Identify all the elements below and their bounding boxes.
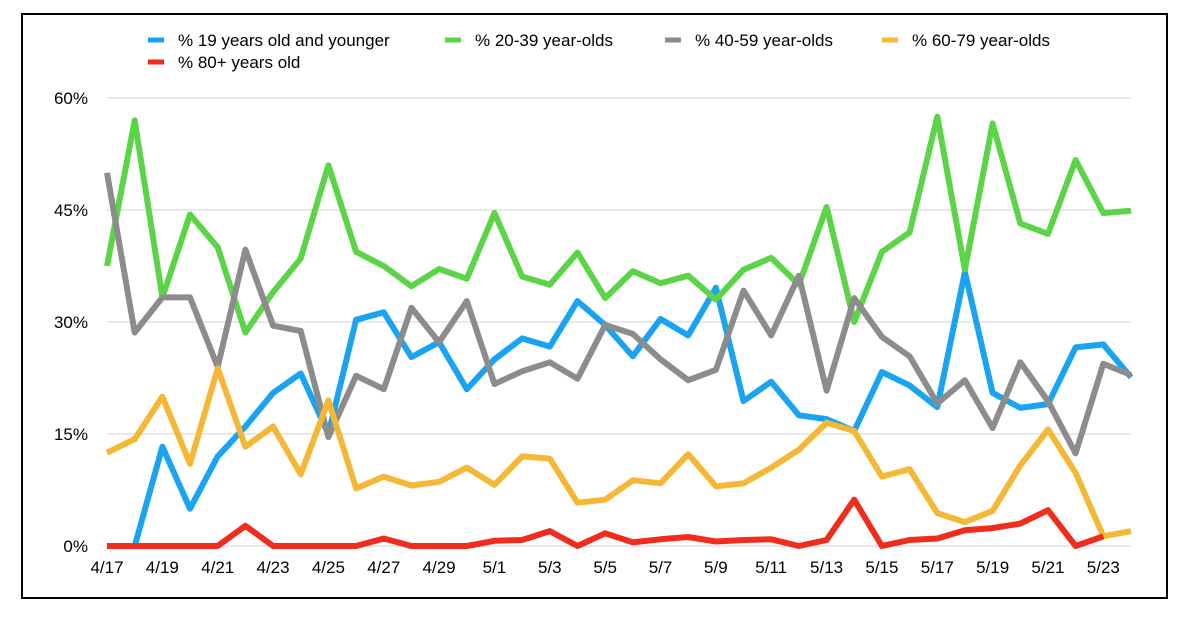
legend-label-2: % 40-59 year-olds [695, 31, 833, 50]
x-axis-tick-labels: 4/17 4/19 4/21 4/23 4/25 4/27 4/29 5/1 5/3 5/5 5/7… [90, 558, 1119, 577]
legend-label-3: % 60-79 year-olds [912, 31, 1050, 50]
y-axis-tick-labels: 0% 15% 30% 45% 60% [54, 89, 88, 556]
y-tick-label: 60% [54, 89, 88, 108]
x-tick-label: 5/11 [755, 558, 787, 577]
series-line-4 [107, 496, 1105, 549]
x-tick-label: 5/13 [810, 558, 843, 577]
x-tick-label: 5/19 [976, 558, 1009, 577]
legend-label-4: % 80+ years old [178, 53, 300, 72]
x-tick-label: 4/29 [423, 558, 456, 577]
x-tick-label: 4/17 [90, 558, 123, 577]
series-lines [104, 113, 1134, 549]
x-tick-label: 5/1 [483, 558, 507, 577]
y-tick-label: 15% [54, 425, 88, 444]
x-tick-label: 4/21 [201, 558, 234, 577]
x-tick-label: 5/23 [1087, 558, 1120, 577]
series-line-1 [104, 113, 1132, 336]
x-tick-label: 4/25 [312, 558, 345, 577]
x-tick-label: 4/19 [146, 558, 179, 577]
y-tick-label: 45% [54, 201, 88, 220]
x-tick-label: 4/27 [367, 558, 400, 577]
x-tick-label: 5/9 [704, 558, 728, 577]
series-line-3 [105, 365, 1132, 540]
x-tick-label: 5/15 [865, 558, 898, 577]
y-tick-label: 0% [63, 537, 88, 556]
x-tick-label: 5/7 [649, 558, 673, 577]
x-tick-label: 5/3 [538, 558, 562, 577]
x-tick-label: 4/23 [257, 558, 290, 577]
x-tick-label: 5/21 [1031, 558, 1064, 577]
x-tick-label: 5/5 [593, 558, 617, 577]
series-line-0 [107, 269, 1134, 549]
legend: % 19 years old and younger % 20-39 year-o… [148, 31, 1050, 72]
x-tick-label: 5/17 [921, 558, 954, 577]
y-tick-label: 30% [54, 313, 88, 332]
legend-label-1: % 20-39 year-olds [475, 31, 613, 50]
series-line-2 [104, 172, 1133, 457]
legend-label-0: % 19 years old and younger [178, 31, 390, 50]
